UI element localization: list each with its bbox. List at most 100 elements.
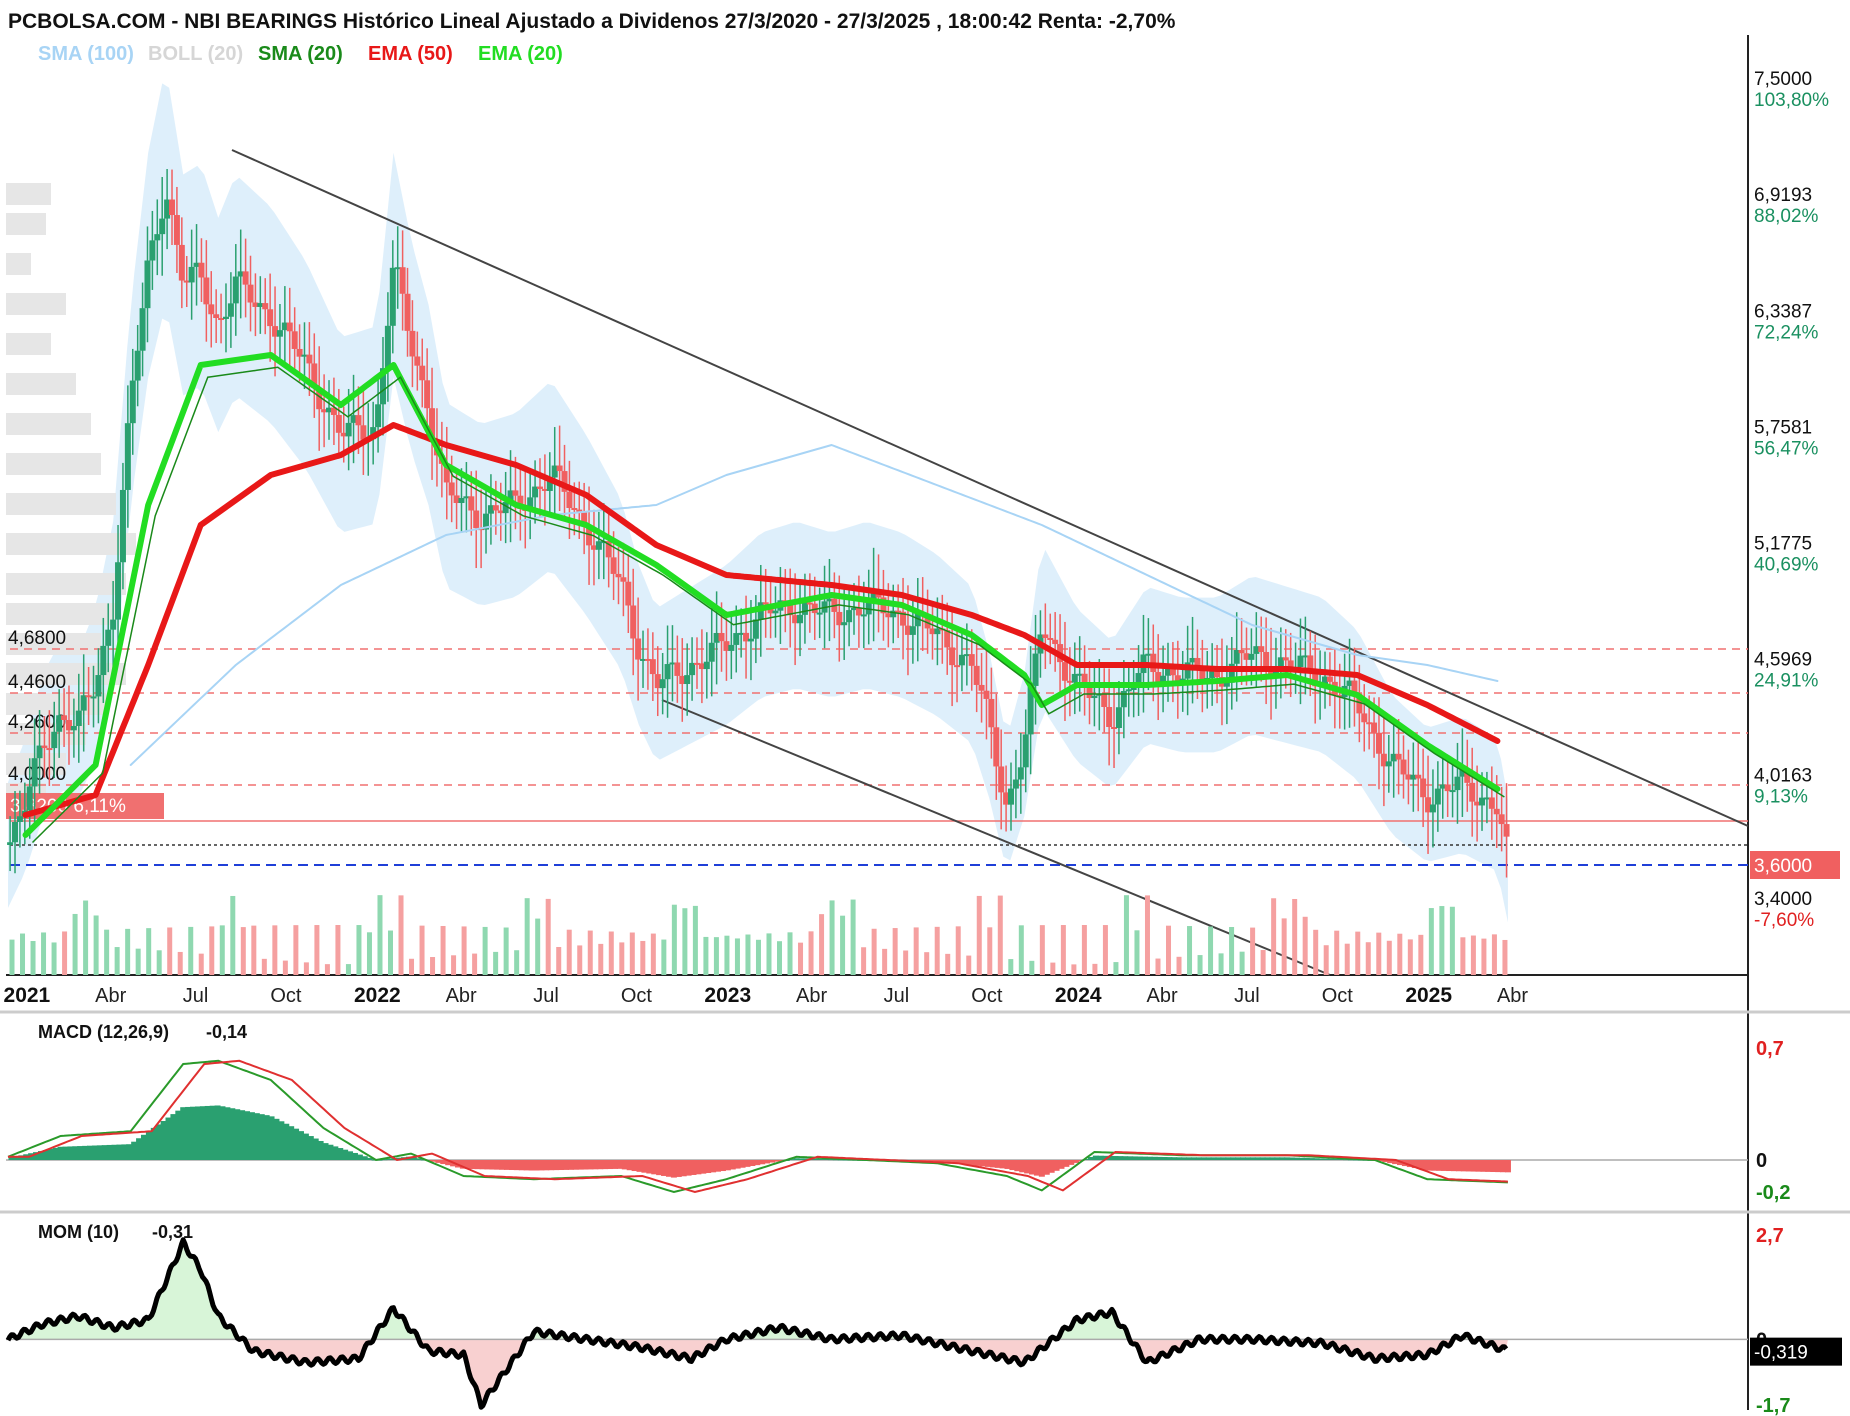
macd-bar (72, 1146, 79, 1160)
candle-body (1169, 668, 1176, 676)
macd-bar (1475, 1160, 1482, 1172)
candle-body (316, 387, 323, 410)
macd-bar (1014, 1160, 1021, 1172)
macd-bar (504, 1160, 511, 1170)
volume-bar (1155, 958, 1161, 975)
macd-bar (719, 1160, 726, 1172)
volume-bar (30, 941, 36, 975)
volume-bar (1470, 935, 1476, 975)
candle-body (566, 491, 573, 508)
macd-bar (818, 1158, 825, 1160)
volume-bar (545, 898, 551, 975)
candle-body (546, 477, 553, 491)
macd-bar (680, 1160, 687, 1177)
line-ema-20- (22, 352, 1501, 838)
macd-bar (764, 1160, 771, 1164)
candle-body (944, 630, 951, 648)
line-sma-20 (31, 366, 1505, 844)
candle-body (90, 696, 97, 699)
macd-bar (572, 1160, 579, 1170)
volume-bar (83, 900, 89, 975)
volume-bar (62, 931, 68, 975)
volume-bar (1407, 939, 1413, 975)
candle-body (811, 603, 818, 614)
candle-body (26, 786, 33, 811)
macd-bar (386, 1158, 393, 1160)
candle-body (595, 541, 602, 550)
macd-bar (754, 1160, 761, 1166)
candle-body (463, 496, 470, 499)
macd-bar (744, 1160, 751, 1167)
y-tick-1: 6,9193 (1754, 185, 1812, 206)
macd-bar (263, 1115, 270, 1160)
volume-bar (167, 927, 173, 975)
volume-bar (1344, 943, 1350, 975)
candle-body (483, 513, 490, 530)
macd-bar (435, 1160, 442, 1163)
volume-bar (850, 899, 856, 975)
candle-body (1400, 759, 1407, 775)
candle-body (56, 715, 63, 732)
macd-bar (832, 1159, 839, 1161)
candle-body (1091, 695, 1098, 699)
candle-body (693, 662, 700, 665)
candle-body (502, 501, 509, 514)
volume-bar (808, 931, 814, 975)
candle-body (399, 267, 406, 294)
macd-bar (229, 1108, 236, 1160)
macd-bar (597, 1160, 604, 1170)
volume-bar (682, 908, 688, 975)
candle-body (443, 463, 450, 483)
macd-bar (209, 1105, 216, 1160)
last-price-box (1750, 851, 1840, 879)
volume-bar (734, 938, 740, 975)
macd-bar (705, 1160, 712, 1174)
volume-bar (1134, 930, 1140, 975)
macd-bar (567, 1160, 574, 1170)
level-label-1: 4,4600 (8, 672, 66, 693)
candle-body (1385, 761, 1392, 767)
macd-bar (1485, 1160, 1492, 1172)
volume-bar (251, 925, 257, 975)
candle-body (1120, 691, 1127, 708)
macd-bar (813, 1158, 820, 1160)
candle-body (1464, 768, 1471, 783)
macd-bar (312, 1138, 319, 1160)
candle-body (733, 633, 740, 645)
candle-body (1371, 722, 1378, 733)
volume-profile-bar (6, 253, 31, 275)
candle-body (124, 423, 131, 490)
macd-bar (347, 1151, 354, 1160)
momentum-title: MOM (10) (38, 1222, 119, 1242)
candle-body (1017, 767, 1024, 780)
macd-bar (42, 1150, 49, 1160)
x-month-5: Oct (621, 985, 653, 1007)
candle-body (350, 415, 357, 423)
volume-bar (419, 925, 425, 975)
candle-body (551, 465, 558, 478)
macd-bar (945, 1160, 952, 1163)
candle-body (473, 510, 480, 529)
candle-body (213, 314, 220, 319)
volume-bar (1260, 950, 1266, 975)
volume-profile-bar (6, 333, 51, 355)
candle-body (850, 607, 857, 611)
macd-bar (116, 1144, 123, 1160)
candle-body (679, 675, 686, 685)
candle-body (1302, 655, 1309, 658)
volume-bar (1449, 906, 1455, 975)
candle-body (1474, 801, 1481, 806)
macd-bar (558, 1160, 565, 1171)
candle-body (1282, 657, 1289, 661)
candle-body (497, 510, 504, 514)
macd-bar (248, 1112, 255, 1160)
candle-body (379, 368, 386, 405)
candle-body (1503, 824, 1510, 837)
volume-bar (461, 926, 467, 975)
candle-body (846, 610, 853, 623)
macd-bar (950, 1160, 957, 1164)
volume-bar (409, 958, 415, 975)
candle-body (286, 322, 293, 332)
volume-bar (882, 948, 888, 975)
macd-tick-2: -0,2 (1756, 1182, 1790, 1204)
